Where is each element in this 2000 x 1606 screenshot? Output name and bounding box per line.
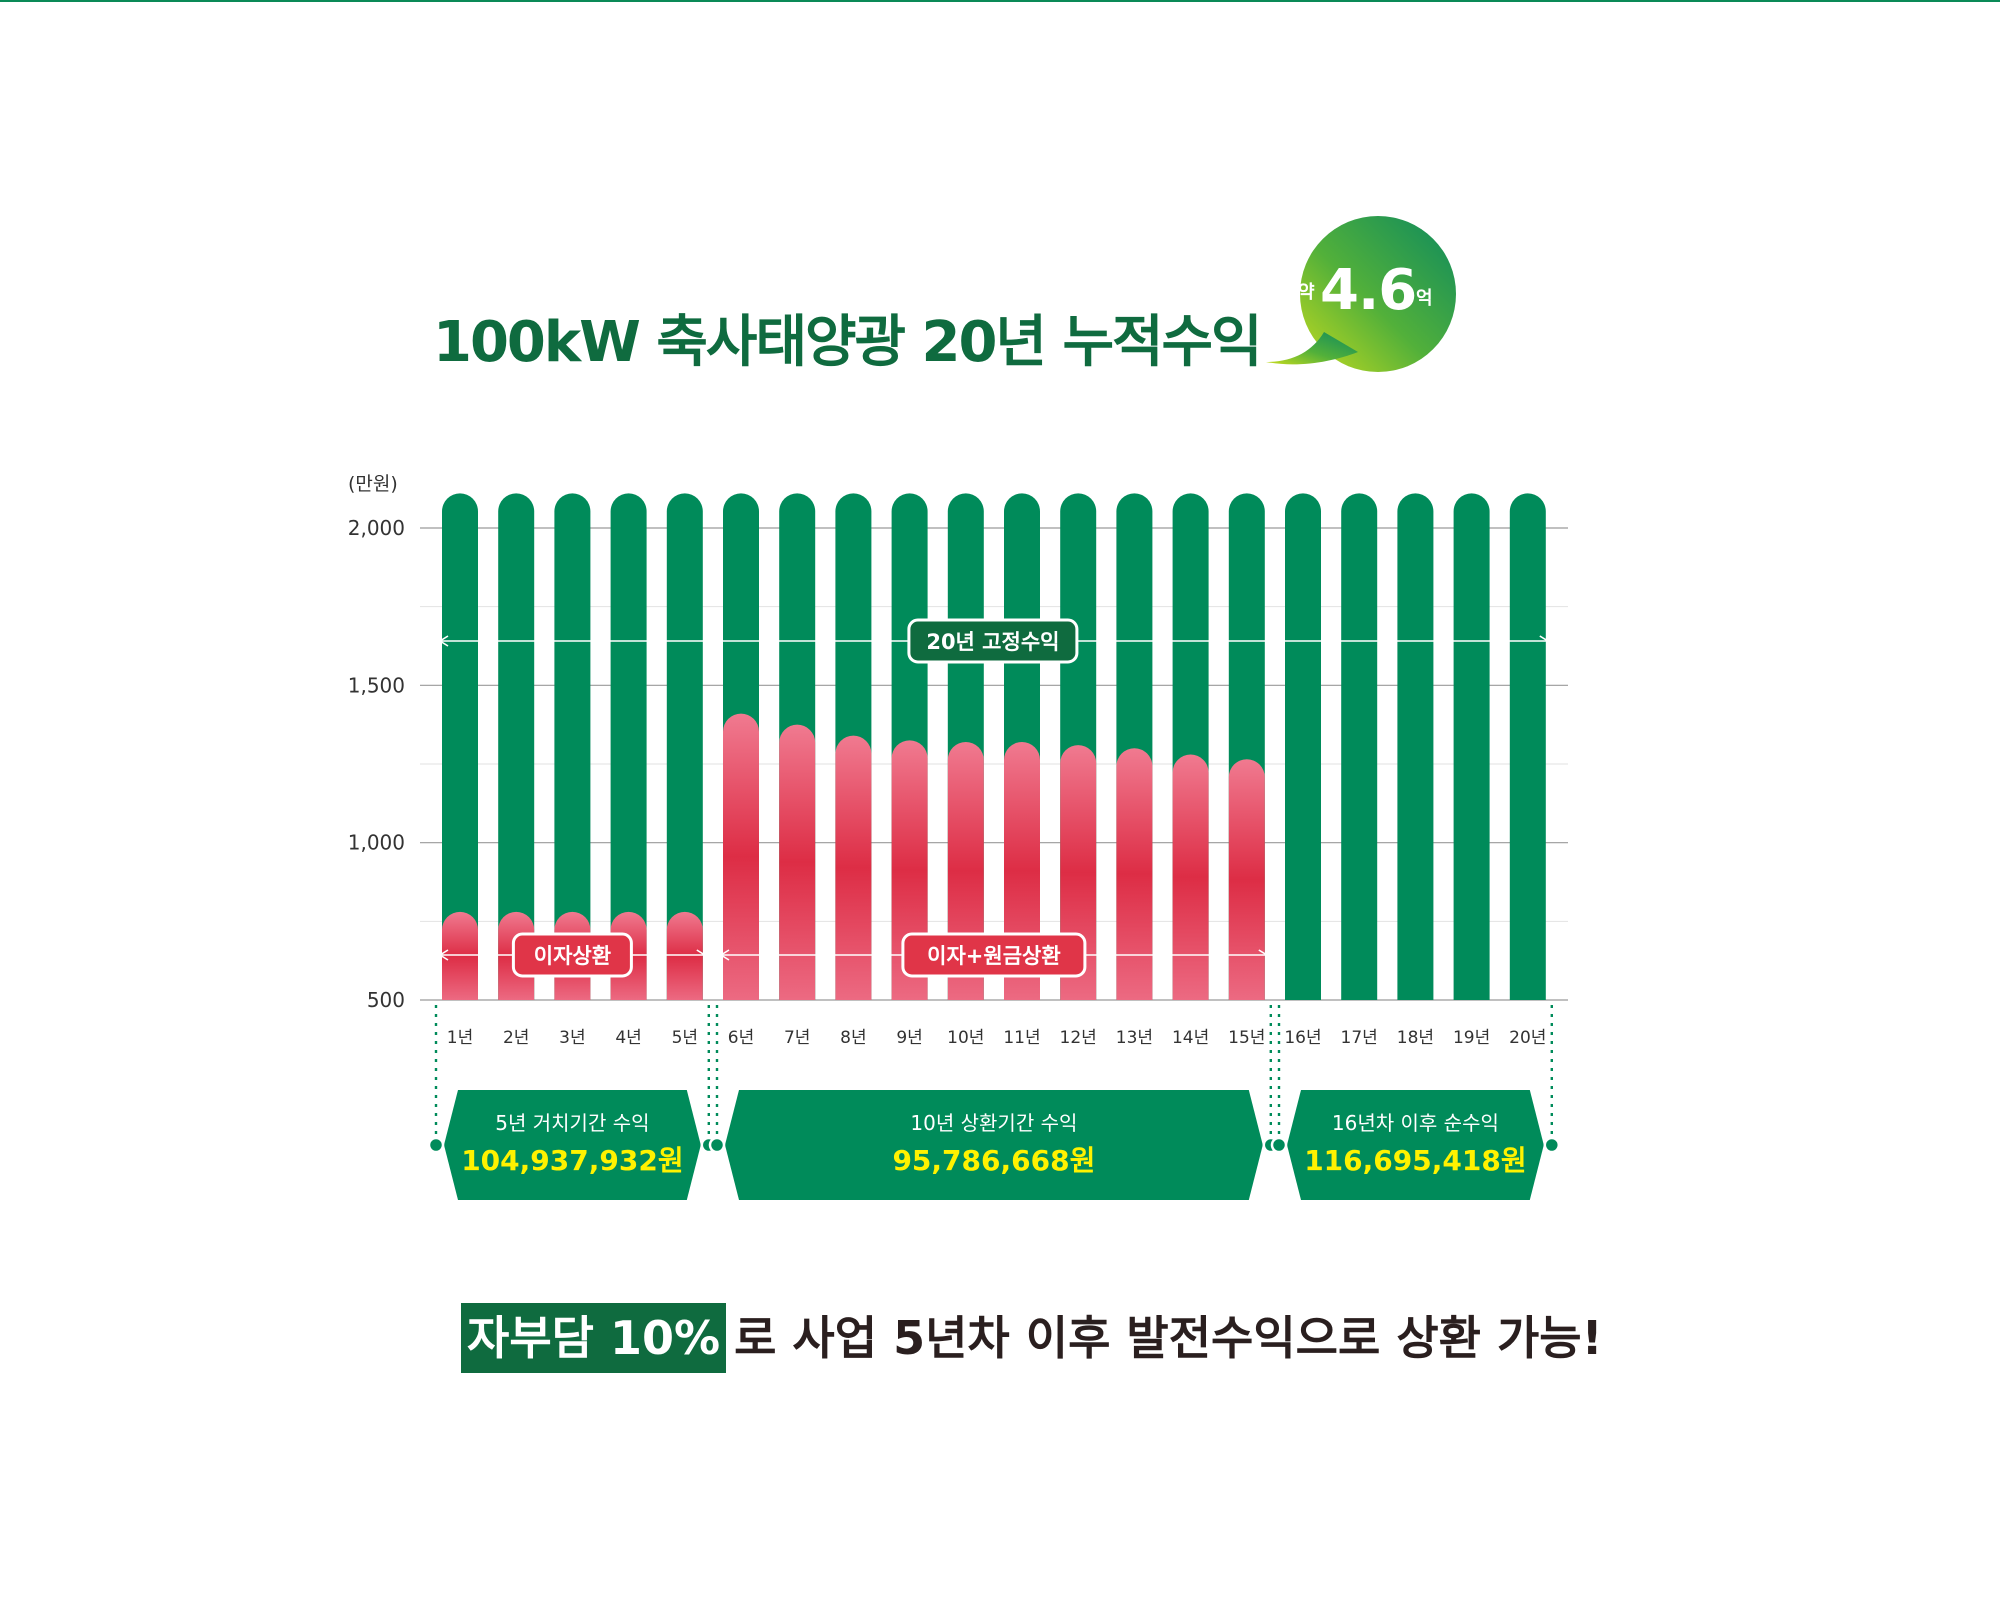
- interest-tag: 이자상환: [511, 932, 633, 978]
- bar-total: [1397, 493, 1434, 1000]
- x-tick-label: 9년: [896, 1028, 922, 1048]
- period-summaries: 5년 거치기간 수익 104,937,932원 10년 상환기간 수익 95,786,…: [427, 1005, 1561, 1200]
- badge-suffix: 억: [1416, 288, 1433, 309]
- period-value: 104,937,932원: [461, 1144, 683, 1177]
- x-tick-label: 17년: [1341, 1028, 1378, 1048]
- principal-tag: 이자+원금상환: [901, 932, 1087, 978]
- period-box: [1287, 1090, 1544, 1200]
- axis-labels: (만원) 500 1,000 1,500 2,000 1년 2년 3년 4년 5년 6년 7년 8년 9년…: [348, 473, 1547, 1048]
- bar-repayment: [1116, 748, 1153, 1000]
- x-tick-label: 7년: [784, 1028, 810, 1048]
- footer-text: 로 사업 5년차 이후 발전수익으로 상환 가능!: [734, 1311, 1603, 1365]
- bar-total: [554, 493, 591, 1000]
- y-tick-label: 1,500: [348, 673, 405, 697]
- x-tick-label: 20년: [1509, 1028, 1546, 1048]
- period-dot: [708, 1136, 726, 1154]
- bar-repayment: [723, 713, 759, 1000]
- grid-lines: [420, 527, 1568, 1001]
- period-label: 10년 상환기간 수익: [910, 1111, 1077, 1135]
- total-badge: 약 4.6 억: [1262, 212, 1462, 372]
- bar-repayment: [779, 724, 816, 1000]
- x-tick-label: 3년: [559, 1028, 585, 1048]
- arrow-right-icon: [1258, 949, 1268, 960]
- speech-bubble-icon: [1266, 216, 1456, 372]
- bar-repayment: [835, 735, 872, 1000]
- period-value: 95,786,668원: [892, 1144, 1095, 1177]
- bar-total: [1453, 493, 1490, 1000]
- arrow-left-icon: [438, 635, 449, 647]
- bar-total: [666, 493, 703, 1000]
- x-tick-label: 18년: [1397, 1028, 1434, 1048]
- period-block: 10년 상환기간 수익 95,786,668원: [708, 1005, 1280, 1200]
- badge-value: 4.6: [1320, 258, 1417, 323]
- x-tick-label: 11년: [1003, 1028, 1040, 1048]
- bars: [442, 493, 1546, 1000]
- period-label: 16년차 이후 순수익: [1332, 1111, 1499, 1135]
- x-tick-label: 8년: [840, 1028, 866, 1048]
- x-tick-label: 4년: [615, 1028, 641, 1048]
- y-tick-label: 2,000: [348, 516, 405, 540]
- period-block: 16년차 이후 순수익 116,695,418원: [1270, 1005, 1561, 1200]
- fixed-income-tag-box: [907, 618, 1079, 664]
- fixed-income-tag-label: 20년 고정수익: [926, 630, 1059, 654]
- footer-highlight: 자부담 10%: [461, 1303, 727, 1373]
- bar-total: [1341, 493, 1378, 1000]
- period-dot: [1270, 1136, 1288, 1154]
- bar-repayment: [442, 911, 478, 1000]
- y-tick-label: 500: [367, 988, 405, 1012]
- x-tick-label: 6년: [728, 1028, 754, 1048]
- x-tick-label: 15년: [1228, 1028, 1265, 1048]
- x-tick-label: 10년: [947, 1028, 984, 1048]
- x-tick-label: 12년: [1060, 1028, 1097, 1048]
- bar-repayment: [1228, 759, 1265, 1000]
- x-tick-label: 16년: [1284, 1028, 1321, 1048]
- bar-total: [1509, 493, 1546, 1000]
- period-dot: [1543, 1136, 1561, 1154]
- bar-repayment: [1172, 754, 1209, 1000]
- x-tick-label: 1년: [447, 1028, 473, 1048]
- interest-tag-label: 이자상환: [534, 944, 611, 968]
- x-tick-label: 5년: [672, 1028, 698, 1048]
- period-block: 5년 거치기간 수익 104,937,932원: [427, 1005, 718, 1200]
- x-tick-label: 2년: [503, 1028, 529, 1048]
- arrow-left-icon: [719, 949, 730, 961]
- period-box: [444, 1090, 701, 1200]
- badge-text: 약 4.6 억: [1298, 258, 1458, 324]
- period-dot: [427, 1136, 445, 1154]
- arrow-right-icon: [1539, 635, 1549, 646]
- bar-total: [1285, 493, 1321, 1000]
- period-box: [725, 1090, 1263, 1200]
- bar-total: [498, 493, 535, 1000]
- principal-tag-box: [901, 932, 1087, 978]
- arrow-right-icon: [696, 949, 706, 960]
- footer-message: 자부담 10% 로 사업 5년차 이후 발전수익으로 상환 가능!: [461, 1303, 1603, 1373]
- x-tick-label: 14년: [1172, 1028, 1209, 1048]
- period-label: 5년 거치기간 수익: [495, 1111, 649, 1135]
- bar-repayment: [666, 911, 703, 1000]
- y-tick-label: 1,000: [348, 831, 405, 855]
- interest-tag-box: [511, 932, 633, 978]
- period-value: 116,695,418원: [1304, 1144, 1526, 1177]
- page-title: 100kW 축사태양광 20년 누적수익: [433, 310, 1263, 375]
- fixed-income-tag: 20년 고정수익: [907, 618, 1079, 664]
- arrow-left-icon: [438, 949, 449, 961]
- top-rule: [0, 0, 2000, 2]
- principal-tag-label: 이자+원금상환: [927, 944, 1061, 968]
- x-tick-label: 13년: [1116, 1028, 1153, 1048]
- badge-prefix: 약: [1298, 282, 1315, 303]
- bar-total: [442, 493, 478, 1000]
- x-tick-label: 19년: [1453, 1028, 1490, 1048]
- y-axis-unit: (만원): [348, 473, 398, 495]
- bar-total: [610, 493, 647, 1000]
